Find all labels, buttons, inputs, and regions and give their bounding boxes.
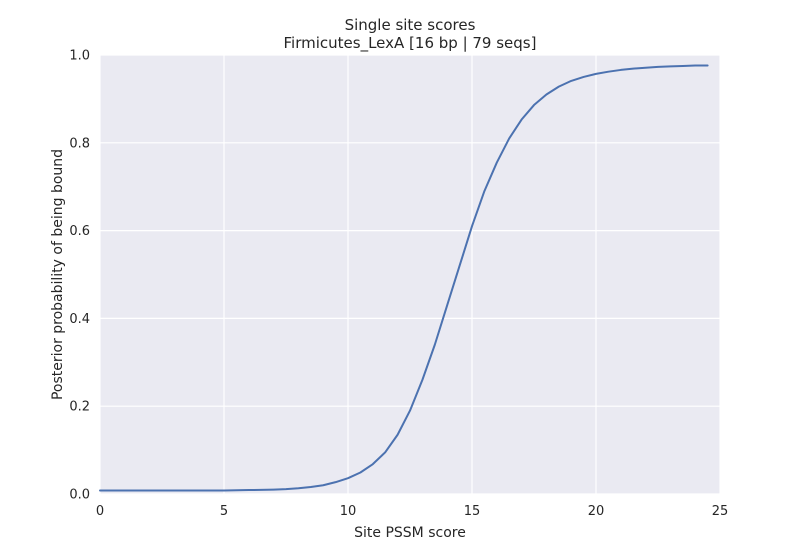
series-line <box>99 64 709 492</box>
x-axis: 0 5 10 15 20 25 <box>96 504 728 519</box>
x-tick-label: 15 <box>464 504 481 519</box>
y-tick-label: 0.8 <box>69 136 90 151</box>
x-tick-label: 5 <box>220 504 228 519</box>
y-tick-label: 0.4 <box>69 312 90 327</box>
plot-area <box>100 55 720 494</box>
x-tick-label: 20 <box>588 504 605 519</box>
chart-subtitle: Firmicutes_LexA [16 bp | 79 seqs] <box>284 34 537 53</box>
grid <box>99 54 721 495</box>
x-axis-label: Site PSSM score <box>354 525 466 541</box>
x-tick-label: 0 <box>96 504 104 519</box>
x-tick-label: 10 <box>340 504 357 519</box>
y-tick-label: 0.0 <box>69 488 90 503</box>
y-tick-label: 0.6 <box>69 224 90 239</box>
chart-title: Single site scores <box>345 16 476 34</box>
y-tick-label: 0.2 <box>69 400 90 415</box>
y-axis: 0.0 0.2 0.4 0.6 0.8 1.0 <box>69 49 90 503</box>
series-layer <box>99 64 709 492</box>
x-tick-label: 25 <box>712 504 729 519</box>
y-tick-label: 1.0 <box>69 49 90 64</box>
y-axis-label: Posterior probability of being bound <box>50 149 66 400</box>
